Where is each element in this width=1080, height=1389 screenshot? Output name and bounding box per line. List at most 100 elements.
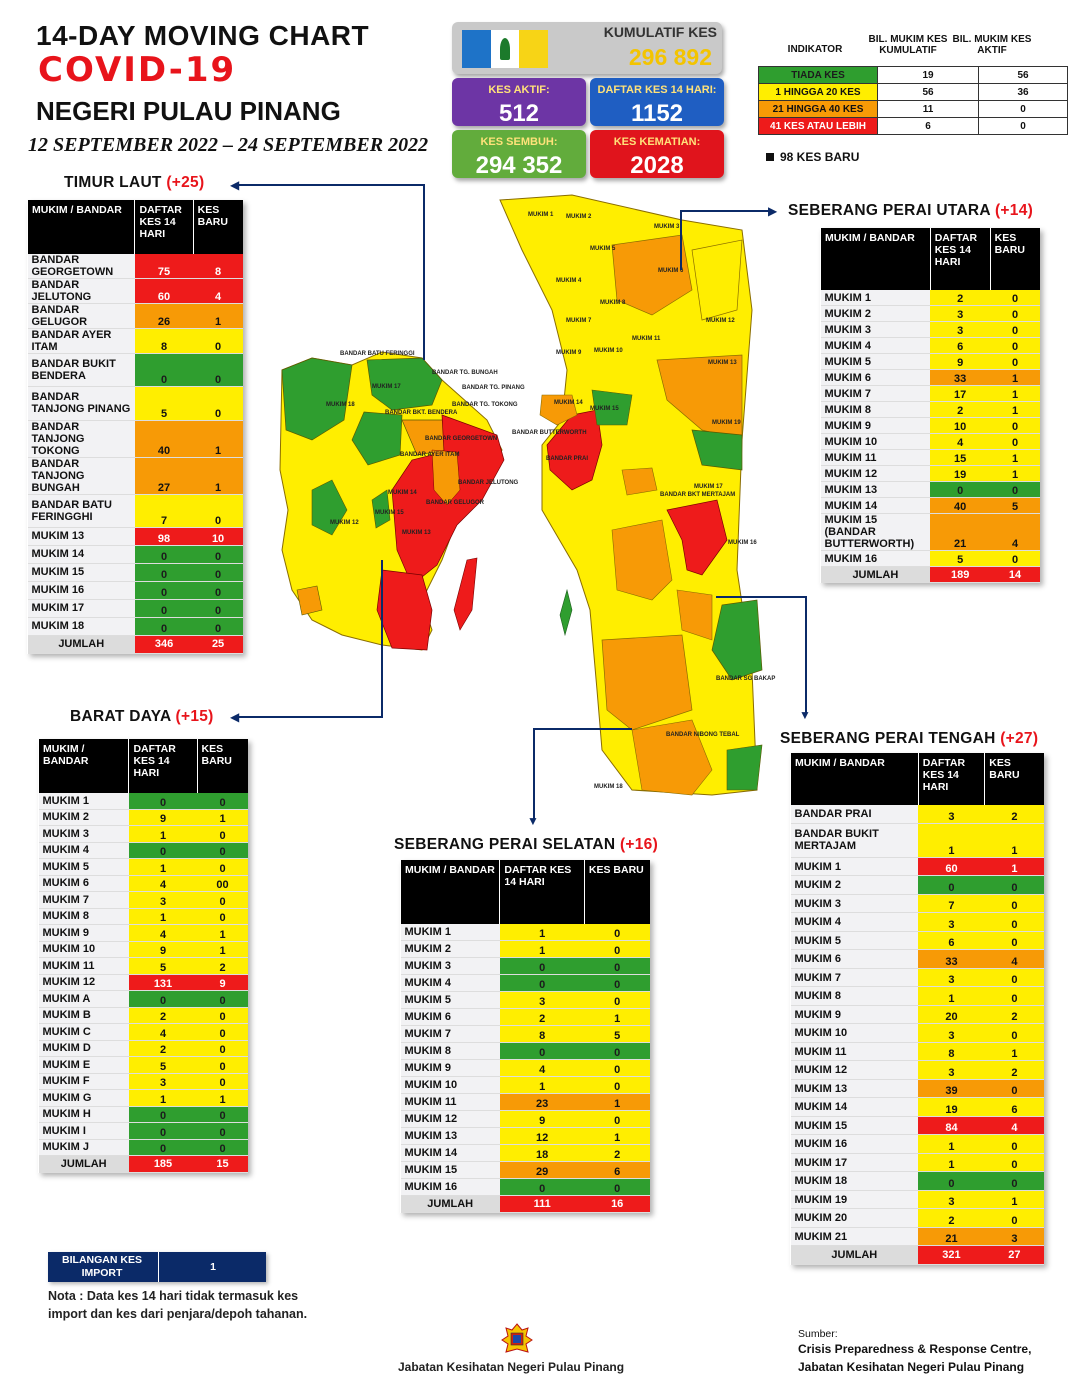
- new-cases: 0: [197, 1073, 248, 1090]
- area-name: MUKIM 11: [38, 957, 129, 975]
- cases-14-day: 4: [499, 1059, 585, 1077]
- cases-14-day: 0: [499, 974, 585, 992]
- new-cases: 0: [584, 991, 650, 1009]
- area-name: MUKIM 3: [820, 321, 931, 338]
- cases-14-day: 60: [918, 857, 985, 877]
- table-row: MUKIM 16 5 0: [820, 550, 1040, 567]
- new-cases: 1: [197, 924, 248, 942]
- cases-14-day: 8: [499, 1025, 585, 1043]
- map-label-main-5: MUKIM 5: [590, 246, 616, 252]
- area-name: MUKIM 14: [790, 1097, 919, 1117]
- cases-14-day: 3: [918, 1060, 985, 1080]
- total-row: JUMLAH 189 14: [820, 566, 1040, 583]
- new-cases: 0: [193, 617, 243, 636]
- area-name: MUKIM 2: [820, 305, 931, 322]
- new-cases: 0: [193, 494, 243, 528]
- map-label-island-mukim-15: MUKIM 15: [375, 510, 404, 516]
- new-cases: 0: [193, 599, 243, 618]
- cases-14-day: 0: [499, 957, 585, 975]
- area-name: MUKIM 17: [27, 599, 135, 618]
- new-cases: 0: [990, 305, 1040, 322]
- column-header: DAFTAR KES 14 HARI: [917, 753, 985, 805]
- area-name: MUKIM H: [38, 1106, 129, 1123]
- map-label-main-13: MUKIM 13: [708, 360, 737, 366]
- cases-14-day: 2: [128, 1040, 198, 1057]
- column-header: MUKIM / BANDAR: [399, 860, 500, 924]
- cases-14-day: 18: [499, 1144, 585, 1162]
- cases-14-day: 3: [930, 305, 991, 322]
- area-name: MUKIM 1: [38, 793, 129, 810]
- area-name: MUKIM 18: [27, 617, 135, 636]
- table-row: BANDAR TANJONG PINANG 5 0: [27, 386, 243, 421]
- cases-14-day: 3: [918, 1190, 985, 1210]
- new-cases: 4: [193, 278, 243, 304]
- new-cases: 1: [990, 465, 1040, 482]
- cases-14-day: 19: [918, 1097, 985, 1117]
- new-cases: 0: [990, 321, 1040, 338]
- cases-14-day: 0: [134, 353, 194, 388]
- area-name: MUKIM 4: [820, 337, 931, 354]
- table-header-row: MUKIM / BANDAR DAFTAR KES 14 HARI KES BARU: [820, 228, 1040, 290]
- table-row: BANDAR GEORGETOWN 75 8: [27, 254, 243, 279]
- arrow-right-icon: ▶: [768, 204, 778, 218]
- area-name: MUKIM 14: [400, 1144, 500, 1162]
- cases-14-day: 0: [930, 481, 991, 498]
- area-name: BANDAR AYER ITAM: [27, 328, 135, 354]
- cases-14-day: 1: [128, 858, 198, 876]
- map-label-main-3: MUKIM 3: [654, 224, 680, 230]
- map-label-butterworth: BANDAR BUTTERWORTH: [512, 430, 587, 436]
- new-cases: 0: [197, 858, 248, 876]
- new-cases: 1: [984, 1042, 1044, 1062]
- new-cases: 0: [990, 550, 1040, 567]
- new-cases: 1: [193, 303, 243, 329]
- map-label-tg-tokong: BANDAR TG. TOKONG: [452, 402, 518, 408]
- area-name: MUKIM 10: [820, 433, 931, 450]
- legend-cumulative-count: 6: [877, 117, 979, 135]
- total-row: JUMLAH 321 27: [790, 1245, 1044, 1265]
- map-label-main-11: MUKIM 11: [632, 336, 661, 342]
- new-cases: 0: [984, 986, 1044, 1006]
- map-label-sg-bakap: BANDAR SG BAKAP: [716, 676, 776, 682]
- area-name: MUKIM A: [38, 990, 129, 1008]
- spt-table: MUKIM / BANDAR DAFTAR KES 14 HARI KES BARU…: [790, 753, 1044, 1265]
- new-cases: 0: [197, 891, 248, 909]
- recovered-box: KES SEMBUH: 294 352: [452, 130, 586, 179]
- cases-14-day: 3: [499, 991, 585, 1009]
- table-header-row: MUKIM / BANDAR DAFTAR KES 14 HARI KES BARU: [37, 739, 248, 793]
- cases-14-day: 10: [930, 417, 991, 434]
- area-name: MUKIM 6: [790, 949, 919, 969]
- barat-daya-plus: (+15): [175, 708, 214, 725]
- spu-title: SEBERANG PERAI UTARA (+14): [788, 202, 1033, 220]
- legend-indicator-header: INDIKATOR: [787, 44, 843, 55]
- table-row: MUKIM 17 0 0: [27, 599, 243, 618]
- legend-active-count: 56: [978, 66, 1068, 84]
- area-name: MUKIM 8: [38, 908, 129, 925]
- registered-14d-label: DAFTAR KES 14 HARI:: [597, 84, 717, 96]
- map-label-island-mukim-12: MUKIM 12: [330, 520, 359, 526]
- arrow-left-icon: ◀: [230, 178, 240, 192]
- registered-14d-value: 1152: [630, 100, 684, 127]
- new-cases: 00: [197, 875, 248, 892]
- recovered-label: KES SEMBUH:: [480, 136, 558, 148]
- cases-14-day: 12: [499, 1127, 585, 1145]
- new-cases: 0: [990, 337, 1040, 354]
- cases-14-day: 9: [499, 1110, 585, 1128]
- active-cases-label: KES AKTIF:: [488, 84, 550, 96]
- new-cases: 4: [984, 949, 1044, 969]
- new-cases: 0: [984, 1208, 1044, 1228]
- table-row: MUKIM 13 0 0: [820, 481, 1040, 498]
- spu-plus: (+14): [994, 202, 1034, 219]
- cases-14-day: 4: [128, 875, 198, 892]
- cases-14-day: 0: [134, 617, 194, 636]
- area-name: MUKIM 13: [27, 527, 135, 546]
- area-name: MUKIM 11: [400, 1093, 500, 1111]
- area-name: MUKIM 5: [820, 353, 931, 370]
- map-label-batu-feringgi: BANDAR BATU FERINGGI: [340, 351, 415, 357]
- table-row: MUKIM 16 0 0: [27, 581, 243, 600]
- area-name: MUKIM 15 (BANDAR BUTTERWORTH): [820, 513, 931, 551]
- area-name: MUKIM 9: [820, 417, 931, 434]
- map-label-tg-pinang: BANDAR TG. PINANG: [462, 385, 525, 391]
- table-row: MUKIM 11 5 2: [38, 957, 248, 975]
